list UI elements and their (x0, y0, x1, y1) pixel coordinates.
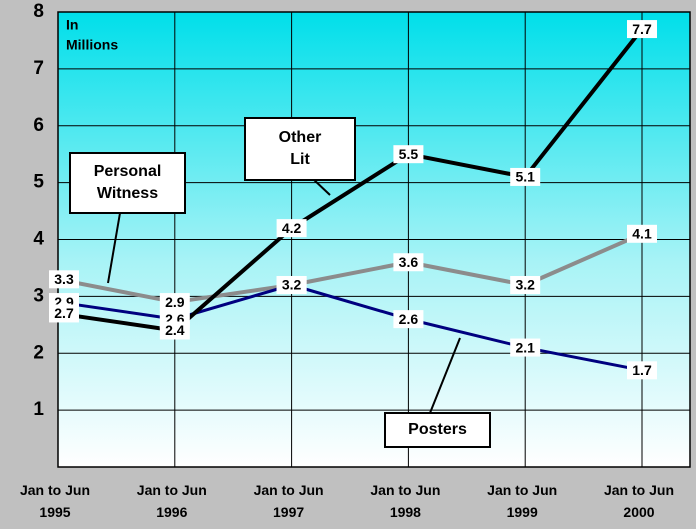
value-label-text: 2.6 (399, 311, 419, 327)
annotation-text: Lit (290, 151, 310, 168)
value-label-box (276, 276, 307, 294)
value-label-text: 3.2 (515, 277, 535, 293)
callout-box (244, 117, 356, 181)
value-label-text: 2.7 (54, 305, 74, 321)
value-label-text: 4.2 (282, 220, 302, 236)
value-label-box (49, 270, 79, 289)
value-label: 5.5 (393, 145, 424, 164)
value-label: 1.7 (627, 361, 657, 380)
value-label-text: 2.1 (515, 339, 535, 355)
y-tick-label: 7 (33, 58, 44, 79)
y-tick-label: 6 (33, 115, 44, 136)
value-label-box (393, 145, 424, 164)
value-label-text: 7.7 (632, 21, 652, 37)
value-label: 4.2 (276, 219, 307, 238)
value-label: 5.1 (510, 167, 541, 186)
value-label: 2.4 (159, 321, 190, 340)
value-label: 2.6 (393, 310, 424, 329)
value-label-text: 3.2 (282, 277, 302, 293)
series-line (57, 231, 643, 305)
value-label: 3.2 (510, 276, 541, 294)
value-label-text: 5.5 (399, 146, 419, 162)
annotation-text: Millions (66, 37, 118, 53)
y-tick-label: 8 (33, 1, 44, 22)
x-tick-label: Jan to Jun 1997 (253, 482, 324, 520)
value-label-box (159, 321, 190, 340)
callout-box (69, 152, 186, 214)
value-label-box (627, 224, 657, 243)
value-label-box (49, 304, 79, 323)
value-label: 2.7 (49, 304, 79, 323)
value-label-box (276, 219, 307, 238)
value-label: 3.3 (49, 270, 79, 289)
value-label-box (159, 293, 190, 312)
x-tick-label: Jan to Jun 1996 (136, 482, 207, 520)
value-label-text: 2.4 (165, 322, 185, 338)
value-label-box (510, 276, 541, 294)
value-label: 2.1 (510, 338, 541, 357)
annotation-text: Other (279, 129, 322, 146)
y-tick-label: 2 (33, 342, 44, 363)
annotation-text: Witness (97, 185, 158, 202)
value-label-text: 3.3 (54, 271, 74, 287)
value-label: 3.6 (393, 253, 424, 272)
value-label-text: 3.6 (399, 254, 419, 270)
value-label-box (393, 253, 424, 272)
value-label: 3.2 (276, 276, 307, 294)
x-tick-label: Jan to Jun 1998 (370, 482, 441, 520)
annotation-text: Posters (408, 421, 467, 438)
series-line (57, 27, 644, 333)
value-label-text: 2.9 (165, 294, 185, 310)
value-label-box (627, 20, 657, 39)
x-tick-label: Jan to Jun 1999 (487, 482, 558, 520)
annotation-text: Personal (94, 163, 162, 180)
series-line (57, 283, 643, 372)
value-label-box (627, 361, 657, 380)
value-label: 7.7 (627, 20, 657, 39)
y-tick-label: 1 (33, 399, 44, 420)
y-tick-label: 3 (33, 285, 44, 306)
x-tick-label: Jan to Jun 2000 (603, 482, 674, 520)
value-label: 4.1 (627, 224, 657, 243)
value-label-box (510, 167, 541, 186)
value-label: 2.9 (159, 293, 190, 312)
y-tick-label: 4 (33, 229, 44, 250)
y-tick-label: 5 (33, 172, 44, 193)
value-label-text: 1.7 (632, 362, 652, 378)
callout-pointer (107, 212, 121, 284)
callout-pointer (429, 337, 461, 414)
value-label-text: 5.1 (515, 169, 535, 185)
annotation-text: In (66, 17, 78, 33)
value-label-box (510, 338, 541, 357)
x-tick-label: Jan to Jun 1995 (19, 482, 90, 520)
value-label-box (393, 310, 424, 329)
value-label-text: 4.1 (632, 226, 652, 242)
callout-box (384, 412, 491, 448)
